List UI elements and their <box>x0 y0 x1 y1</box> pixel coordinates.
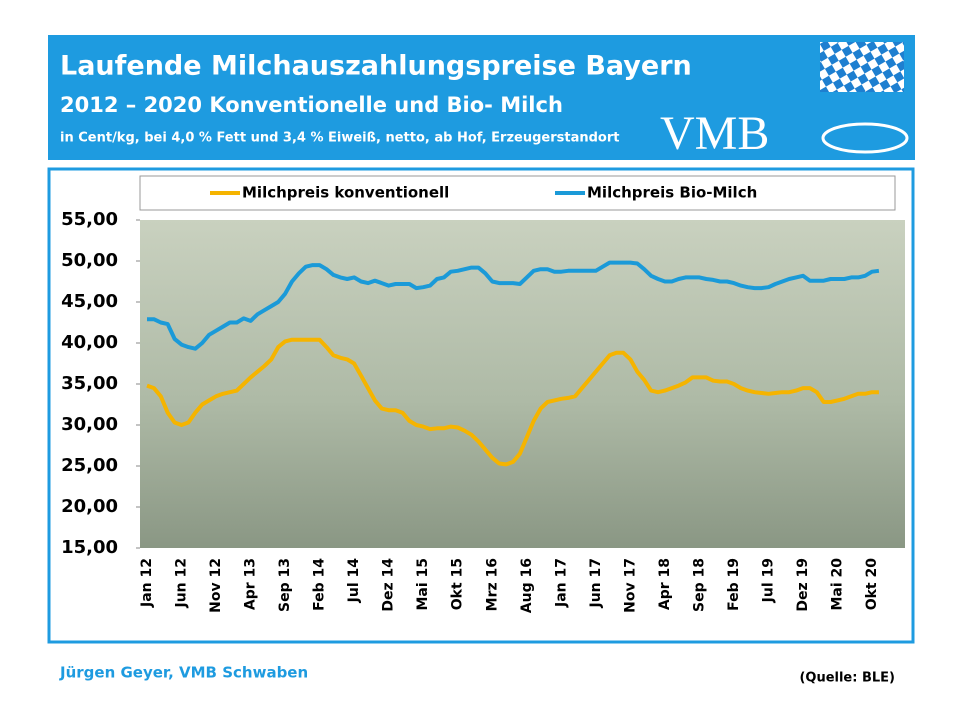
series-line <box>147 260 880 351</box>
y-tick-label: 40,00 <box>61 332 118 353</box>
y-tick-label: 20,00 <box>61 496 118 517</box>
x-tick-label: Dez 19 <box>795 558 811 612</box>
x-tick-label: Jan 17 <box>553 558 569 608</box>
x-tick-label: Sep 18 <box>691 558 707 612</box>
plot-background <box>140 220 905 548</box>
y-tick-label: 50,00 <box>61 250 118 271</box>
x-tick-label: Nov 12 <box>208 558 224 613</box>
legend-label: Milchpreis Bio-Milch <box>587 184 757 202</box>
x-tick-label: Jul 14 <box>346 558 362 604</box>
logo-mark <box>821 122 909 154</box>
x-tick-label: Jul 19 <box>760 558 776 603</box>
x-tick-label: Feb 19 <box>726 558 742 611</box>
flag <box>820 42 904 92</box>
x-tick-label: Okt 20 <box>864 558 880 611</box>
x-tick-label: Mai 15 <box>415 558 431 611</box>
note: in Cent/kg, bei 4,0 % Fett und 3,4 % Eiw… <box>60 131 619 146</box>
x-tick-label: Nov 17 <box>622 558 638 613</box>
y-tick-label: 15,00 <box>61 537 118 558</box>
title: Laufende Milchauszahlungspreise Bayern <box>60 51 692 82</box>
series-line <box>146 337 879 467</box>
logo: VMB <box>660 107 769 160</box>
y-tick-label: 55,00 <box>61 209 118 230</box>
chart: 15,00 20,00 25,00 30,00 35,00 40,00 45,00 50,00… <box>61 175 896 613</box>
y-tick-label: 30,00 <box>61 414 118 435</box>
y-tick-label: 45,00 <box>61 291 118 312</box>
y-tick-label: 25,00 <box>61 455 118 476</box>
x-tick-label: Sep 13 <box>277 558 293 612</box>
header-band <box>48 35 915 160</box>
legend-label: Milchpreis konventionell <box>242 184 449 202</box>
legend-box <box>139 175 896 211</box>
x-tick-label: Jun 17 <box>588 558 604 609</box>
x-tick-label: Jan 12 <box>139 558 155 608</box>
x-tick-label: Apr 13 <box>243 558 259 610</box>
x-tick-label: Dez 14 <box>381 558 397 612</box>
x-tick-label: Okt 15 <box>450 558 466 610</box>
x-tick-label: Mrz 16 <box>484 558 500 611</box>
y-tick-label: 35,00 <box>61 373 118 394</box>
x-tick-label: Aug 16 <box>519 558 535 613</box>
x-tick-label: Apr 18 <box>657 558 673 610</box>
source: (Quelle: BLE) <box>799 671 895 686</box>
x-tick-label: Mai 20 <box>830 558 846 611</box>
subtitle: 2012 – 2020 Konventionelle und Bio- Milc… <box>60 93 563 117</box>
author: Jürgen Geyer, VMB Schwaben <box>59 664 308 682</box>
x-tick-label: Feb 14 <box>312 558 328 611</box>
x-tick-label: Jun 12 <box>174 558 190 609</box>
